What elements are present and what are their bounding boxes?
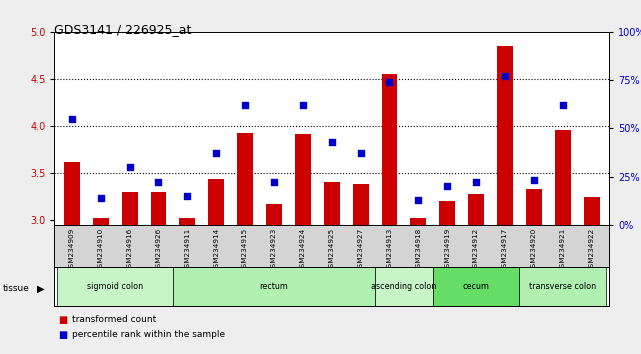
Text: GSM234921: GSM234921	[560, 228, 566, 272]
Text: GSM234916: GSM234916	[126, 228, 133, 272]
Text: GSM234917: GSM234917	[502, 228, 508, 272]
Bar	[237, 132, 253, 225]
Bar	[375, 267, 433, 306]
Text: transformed count: transformed count	[72, 315, 156, 324]
Text: GSM234911: GSM234911	[185, 228, 190, 272]
Text: ▶: ▶	[37, 284, 44, 293]
Bar	[324, 182, 340, 225]
Text: GSM234913: GSM234913	[387, 228, 392, 272]
Point	[471, 179, 481, 185]
Text: GSM234915: GSM234915	[242, 228, 248, 272]
Text: GSM234918: GSM234918	[415, 228, 421, 272]
Text: rectum: rectum	[260, 282, 288, 291]
Point	[124, 164, 135, 170]
Point	[182, 193, 192, 199]
Text: GSM234924: GSM234924	[300, 228, 306, 272]
Text: GSM234920: GSM234920	[531, 228, 537, 272]
Bar	[439, 201, 455, 225]
Point	[96, 195, 106, 201]
Bar	[526, 189, 542, 225]
Point	[529, 178, 539, 183]
Point	[558, 102, 568, 108]
Bar	[179, 218, 196, 225]
Bar	[93, 218, 108, 225]
Point	[67, 116, 77, 121]
Point	[297, 102, 308, 108]
Text: GSM234922: GSM234922	[588, 228, 595, 272]
Point	[326, 139, 337, 145]
Bar	[151, 192, 167, 225]
Point	[211, 150, 221, 156]
Text: GDS3141 / 226925_at: GDS3141 / 226925_at	[54, 23, 192, 36]
Bar	[64, 162, 79, 225]
Point	[269, 179, 279, 185]
Text: cecum: cecum	[463, 282, 490, 291]
Bar	[266, 204, 282, 225]
Bar	[410, 218, 426, 225]
Bar	[353, 184, 369, 225]
Text: ■: ■	[58, 315, 67, 325]
Text: ■: ■	[58, 330, 67, 339]
Point	[500, 73, 510, 79]
Point	[240, 102, 250, 108]
Text: sigmoid colon: sigmoid colon	[87, 282, 143, 291]
Text: transverse colon: transverse colon	[529, 282, 596, 291]
Bar	[173, 267, 375, 306]
Point	[413, 197, 424, 202]
Bar	[58, 267, 173, 306]
Text: percentile rank within the sample: percentile rank within the sample	[72, 330, 225, 339]
Point	[153, 179, 163, 185]
Point	[442, 183, 453, 189]
Text: ascending colon: ascending colon	[371, 282, 437, 291]
Text: GSM234923: GSM234923	[271, 228, 277, 272]
Bar	[433, 267, 519, 306]
Point	[356, 150, 366, 156]
Point	[385, 79, 395, 85]
Bar	[208, 179, 224, 225]
Bar	[519, 267, 606, 306]
Bar	[381, 74, 397, 225]
Text: GSM234909: GSM234909	[69, 228, 75, 272]
Bar	[295, 133, 311, 225]
Text: GSM234912: GSM234912	[473, 228, 479, 272]
Text: tissue: tissue	[3, 284, 30, 293]
Bar	[584, 196, 599, 225]
Bar	[497, 46, 513, 225]
Text: GSM234919: GSM234919	[444, 228, 450, 272]
Bar	[468, 194, 484, 225]
Text: GSM234926: GSM234926	[156, 228, 162, 272]
Text: GSM234914: GSM234914	[213, 228, 219, 272]
Bar	[555, 130, 570, 225]
Text: GSM234927: GSM234927	[358, 228, 363, 272]
Text: GSM234925: GSM234925	[329, 228, 335, 272]
Bar	[122, 192, 138, 225]
Text: GSM234910: GSM234910	[97, 228, 104, 272]
